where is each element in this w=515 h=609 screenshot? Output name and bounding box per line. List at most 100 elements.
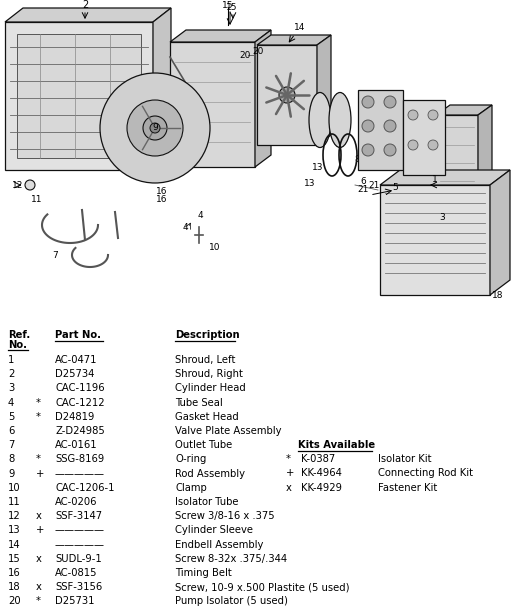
Text: 20: 20	[252, 48, 264, 57]
Text: 9: 9	[8, 468, 14, 479]
Circle shape	[408, 140, 418, 150]
Text: 20: 20	[239, 51, 251, 60]
Text: 9: 9	[152, 124, 158, 133]
Bar	[403, 100, 445, 175]
Bar	[358, 90, 403, 170]
Text: 13: 13	[8, 526, 21, 535]
Text: SSF-3147: SSF-3147	[55, 511, 102, 521]
Polygon shape	[436, 115, 478, 205]
Text: Screw, 10-9 x.500 Plastite (5 used): Screw, 10-9 x.500 Plastite (5 used)	[175, 582, 350, 592]
Text: 18: 18	[492, 290, 504, 300]
Text: 3: 3	[8, 384, 14, 393]
Text: KK-4964: KK-4964	[301, 468, 342, 479]
Circle shape	[143, 116, 167, 140]
Text: —————: —————	[55, 468, 105, 479]
Text: CAC-1196: CAC-1196	[55, 384, 105, 393]
Text: 10: 10	[8, 483, 21, 493]
Text: x: x	[36, 554, 42, 564]
Text: 4: 4	[8, 398, 14, 407]
Text: +: +	[36, 526, 44, 535]
Circle shape	[362, 144, 374, 156]
Text: x: x	[36, 582, 42, 592]
Text: 2: 2	[8, 369, 14, 379]
Text: *: *	[36, 454, 41, 465]
Text: CAC-1206-1: CAC-1206-1	[55, 483, 114, 493]
Text: 8: 8	[8, 454, 14, 465]
Text: 1: 1	[8, 355, 14, 365]
Text: 8: 8	[354, 155, 360, 164]
Text: Screw 3/8-16 x .375: Screw 3/8-16 x .375	[175, 511, 274, 521]
Text: *: *	[36, 398, 41, 407]
Polygon shape	[170, 30, 271, 42]
Circle shape	[25, 180, 35, 190]
Text: SUDL-9-1: SUDL-9-1	[55, 554, 102, 564]
Text: Kits Available: Kits Available	[298, 440, 375, 450]
Text: Endbell Assembly: Endbell Assembly	[175, 540, 263, 549]
Text: SSF-3156: SSF-3156	[55, 582, 102, 592]
Circle shape	[127, 100, 183, 156]
Text: D25734: D25734	[55, 369, 94, 379]
Polygon shape	[5, 22, 153, 170]
Polygon shape	[257, 45, 317, 145]
Text: 3: 3	[439, 214, 445, 222]
Text: Ref.: Ref.	[8, 330, 30, 340]
Text: Cylinder Head: Cylinder Head	[175, 384, 246, 393]
Text: Valve Plate Assembly: Valve Plate Assembly	[175, 426, 282, 436]
Circle shape	[362, 120, 374, 132]
Circle shape	[428, 110, 438, 120]
Text: Screw 8-32x .375/.344: Screw 8-32x .375/.344	[175, 554, 287, 564]
Text: 4: 4	[197, 211, 203, 219]
Text: K-0387: K-0387	[301, 454, 335, 464]
Text: Gasket Head: Gasket Head	[175, 412, 239, 422]
Text: —————: —————	[55, 526, 105, 535]
Polygon shape	[255, 30, 271, 167]
Text: Clamp: Clamp	[175, 483, 207, 493]
Text: KK-4929: KK-4929	[301, 482, 342, 493]
Text: Outlet Tube: Outlet Tube	[175, 440, 232, 450]
Text: 16: 16	[8, 568, 21, 578]
Text: 7: 7	[52, 250, 58, 259]
Text: SSG-8169: SSG-8169	[55, 454, 104, 465]
Text: Rod Assembly: Rod Assembly	[175, 468, 245, 479]
Text: Part No.: Part No.	[55, 330, 101, 340]
Text: AC-0161: AC-0161	[55, 440, 98, 450]
Circle shape	[408, 110, 418, 120]
Text: No.: No.	[8, 340, 27, 350]
Polygon shape	[490, 170, 510, 295]
Text: Z-D24985: Z-D24985	[55, 426, 105, 436]
Bar	[17, 34, 141, 158]
Polygon shape	[5, 8, 171, 22]
Circle shape	[150, 123, 160, 133]
Text: 10: 10	[209, 244, 221, 253]
Polygon shape	[380, 185, 490, 295]
Ellipse shape	[329, 93, 351, 147]
Text: 20: 20	[8, 596, 21, 607]
Text: 13: 13	[304, 178, 316, 188]
Polygon shape	[153, 8, 171, 170]
Polygon shape	[380, 170, 510, 185]
Text: Isolator Kit: Isolator Kit	[378, 454, 432, 464]
Text: 15: 15	[226, 2, 238, 12]
Text: 12: 12	[12, 180, 24, 189]
Text: 15: 15	[222, 1, 234, 10]
Text: Cylinder Sleeve: Cylinder Sleeve	[175, 526, 253, 535]
Text: D25731: D25731	[55, 596, 94, 607]
Text: 7: 7	[8, 440, 14, 450]
Circle shape	[428, 140, 438, 150]
Text: *: *	[286, 454, 291, 464]
Circle shape	[362, 96, 374, 108]
Text: *: *	[36, 596, 41, 607]
Text: 2: 2	[82, 0, 88, 10]
Text: 4: 4	[182, 224, 188, 233]
Text: —————: —————	[55, 540, 105, 549]
Text: 11: 11	[8, 497, 21, 507]
Text: 12: 12	[8, 511, 21, 521]
Text: O-ring: O-ring	[175, 454, 207, 465]
Text: *: *	[36, 412, 41, 422]
Text: 13: 13	[312, 163, 324, 172]
Text: Shroud, Left: Shroud, Left	[175, 355, 235, 365]
Text: 21: 21	[357, 186, 369, 194]
Polygon shape	[170, 42, 255, 167]
Text: 15: 15	[8, 554, 21, 564]
Text: Timing Belt: Timing Belt	[175, 568, 232, 578]
